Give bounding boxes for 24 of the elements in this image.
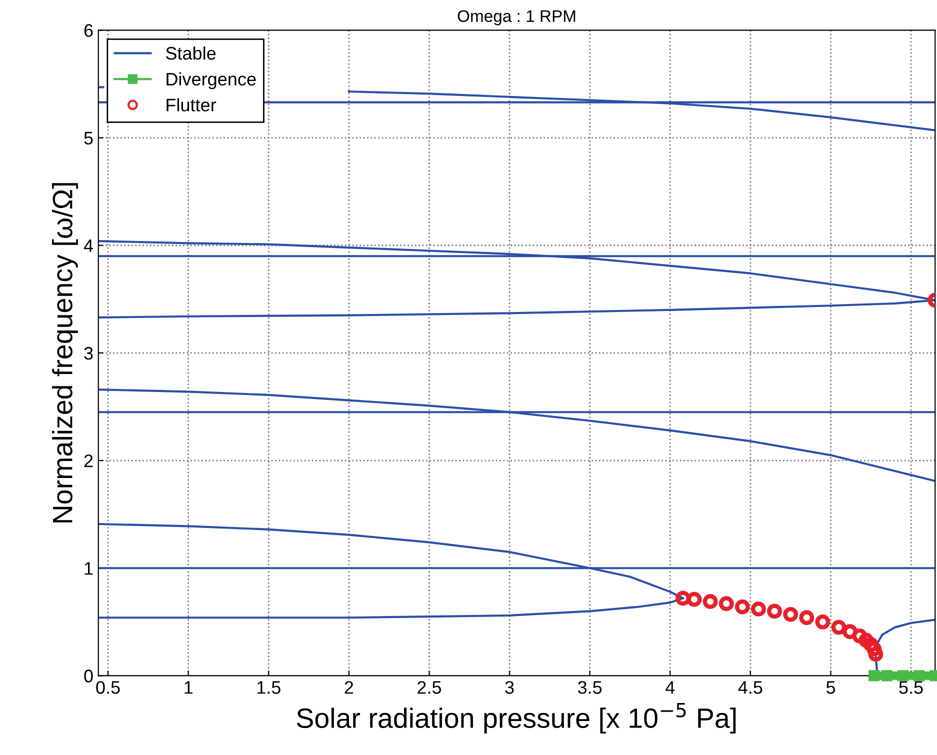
x-tick-label: 2 (344, 681, 354, 694)
x-tick-label: 5.5 (899, 681, 923, 694)
x-axis-title: Solar radiation pressure [x 10$^{−5}$ Pa] (296, 702, 736, 734)
y-tick-label: 0 (84, 670, 93, 682)
y-tick-label: 2 (84, 454, 93, 468)
y-tick-label: 1 (84, 562, 93, 575)
x-tick-label: 4 (666, 681, 675, 694)
legend-label: Divergence (166, 72, 256, 90)
y-tick-label: 5 (84, 132, 93, 145)
legend-label: Stable (166, 46, 216, 60)
y-tick-label: 4 (84, 239, 93, 252)
chart-title: Omega : 1 RPM (458, 10, 576, 26)
x-tick-label: 1 (184, 681, 192, 694)
x-tick-label: 1.5 (257, 681, 280, 694)
x-tick-label: 5 (826, 681, 835, 694)
legend-label: Flutter (166, 98, 216, 112)
y-tick-label: 6 (84, 24, 93, 37)
x-tick-label: 4.5 (738, 681, 762, 694)
y-axis-title: Normalized frequency [ω/Ω] (52, 183, 78, 522)
x-tick-label: 2.5 (418, 681, 442, 694)
y-tick-label: 3 (84, 346, 93, 360)
x-tick-label: 3.5 (578, 681, 602, 694)
x-tick-label: 3 (505, 681, 514, 694)
x-tick-label: 0.5 (96, 681, 120, 694)
